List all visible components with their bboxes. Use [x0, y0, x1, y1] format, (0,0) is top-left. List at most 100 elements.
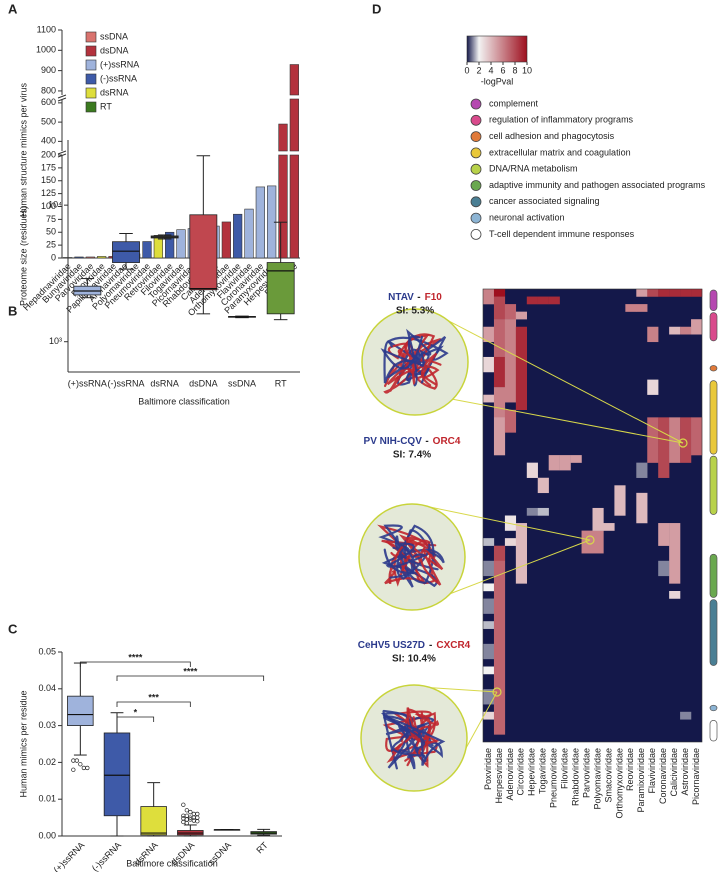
heatmap-cell: [483, 326, 495, 343]
separator: -: [425, 436, 428, 447]
y-tick-label: 0.01: [38, 794, 56, 804]
significance-label: *: [134, 707, 138, 717]
heatmap-cell: [548, 455, 560, 471]
pathway-label: cancer associated signaling: [489, 196, 600, 206]
pathway-swatch: [470, 228, 482, 240]
y-tick-label: 0: [51, 252, 56, 262]
colorbar: [466, 35, 528, 63]
y-tick-label: 0.04: [38, 683, 56, 693]
connector: [427, 506, 591, 541]
heatmap-cell: [493, 560, 506, 735]
column-label: Adenoviridae: [505, 748, 515, 801]
pathway-swatch: [470, 114, 482, 126]
x-tick-label: (+)ssRNA: [52, 840, 87, 872]
heatmap-cell: [669, 523, 681, 584]
y-tick-label: 600: [41, 97, 56, 107]
x-tick-label: ssDNA: [228, 378, 256, 388]
legend-label: (+)ssRNA: [100, 59, 139, 69]
connector: [430, 311, 684, 444]
x-tick-label: (-)ssRNA: [108, 378, 145, 388]
legend-label: (-)ssRNA: [100, 73, 137, 83]
structure-ribbon: [383, 716, 446, 766]
legend-swatch: [85, 31, 97, 43]
highlight: [678, 438, 688, 448]
structure-ribbon: [383, 335, 430, 384]
y-axis-label: Human structure mimics per virus: [18, 82, 28, 217]
column-label: Paramixoviridae: [636, 748, 646, 813]
heatmap-cell: [504, 319, 517, 403]
heatmap-cell: [669, 417, 681, 463]
bar: [85, 256, 95, 259]
bar: [221, 221, 231, 259]
human-protein: F10: [425, 292, 443, 303]
callout-title: CeHV5 US27D - CXCR4: [358, 640, 471, 651]
outlier: [195, 811, 200, 817]
highlight: [585, 535, 595, 545]
significance-bracket: [116, 675, 265, 681]
significance-label: ****: [128, 652, 143, 662]
structure-ribbon: [382, 709, 435, 770]
column-label: Caliciviridae: [669, 748, 679, 797]
legend-swatch: [85, 87, 97, 99]
heatmap-cell: [493, 356, 506, 388]
human-protein: CXCR4: [436, 640, 470, 651]
heatmap-cell: [658, 560, 670, 577]
outlier: [181, 819, 186, 825]
heatmap-cell: [504, 409, 517, 433]
pathway-bar: [709, 380, 718, 455]
x-tick-label: dsRNA: [150, 378, 179, 388]
structure-ribbon: [393, 536, 444, 587]
y-axis-label: Proteome size (residues): [18, 206, 28, 306]
virus-protein: NTAV: [388, 292, 414, 303]
heatmap-frame: [482, 288, 703, 743]
column-label: Astroviridae: [680, 748, 690, 796]
pathway-swatch: [470, 131, 482, 143]
outlier: [184, 813, 189, 818]
structure-ribbon: [380, 328, 432, 387]
structure-ribbon: [397, 333, 438, 390]
pathway-bar: [709, 599, 718, 666]
virus-protein: PV NIH-CQV: [364, 436, 423, 447]
pathway-bar: [709, 289, 718, 311]
pathway-swatch: [470, 196, 482, 208]
heatmap-cell: [483, 583, 495, 592]
heatmap-cell: [493, 417, 506, 456]
column-label: Smacoviridae: [603, 748, 613, 803]
column-label: Reoviridae: [625, 748, 635, 791]
column-label: Flaviviridae: [647, 748, 657, 794]
y-tick-label: 500: [41, 116, 56, 126]
legend-swatch: [85, 59, 97, 71]
y-tick-label: 0.02: [38, 757, 56, 767]
heatmap-cell: [483, 560, 495, 577]
heatmap-cell: [658, 417, 670, 478]
heatmap-cell: [483, 394, 495, 403]
y-tick-label: 0.00: [38, 830, 56, 840]
axis-break: [57, 150, 67, 158]
outlier: [191, 811, 196, 817]
outlier: [181, 802, 186, 807]
panel-letter: C: [8, 621, 18, 636]
box: [67, 695, 94, 726]
colorbar-tick-label: 0: [464, 65, 469, 75]
column-label: Coronaviridae: [658, 748, 668, 804]
separator: -: [429, 640, 432, 651]
heatmap-cell: [669, 326, 681, 335]
callout-title: NTAV - F10: [388, 292, 442, 303]
structure-ribbon: [383, 333, 436, 394]
outlier: [188, 809, 193, 815]
colorbar-tick-label: 8: [512, 65, 517, 75]
legend-swatch: [85, 73, 97, 85]
heatmap-cell: [647, 417, 659, 463]
heatmap-cell: [669, 289, 681, 297]
pathway-label: DNA/RNA metabolism: [489, 164, 578, 174]
y-tick-label: 1100: [37, 24, 56, 34]
y-tick-label: 150: [41, 175, 56, 185]
x-axis-label: Baltimore classification: [126, 858, 218, 868]
colorbar-tick-label: 4: [488, 65, 493, 75]
legend-swatch: [85, 45, 97, 57]
heatmap-cell: [647, 379, 659, 395]
outlier: [184, 817, 189, 822]
outlier: [78, 762, 83, 767]
heatmap-cell: [647, 289, 659, 297]
